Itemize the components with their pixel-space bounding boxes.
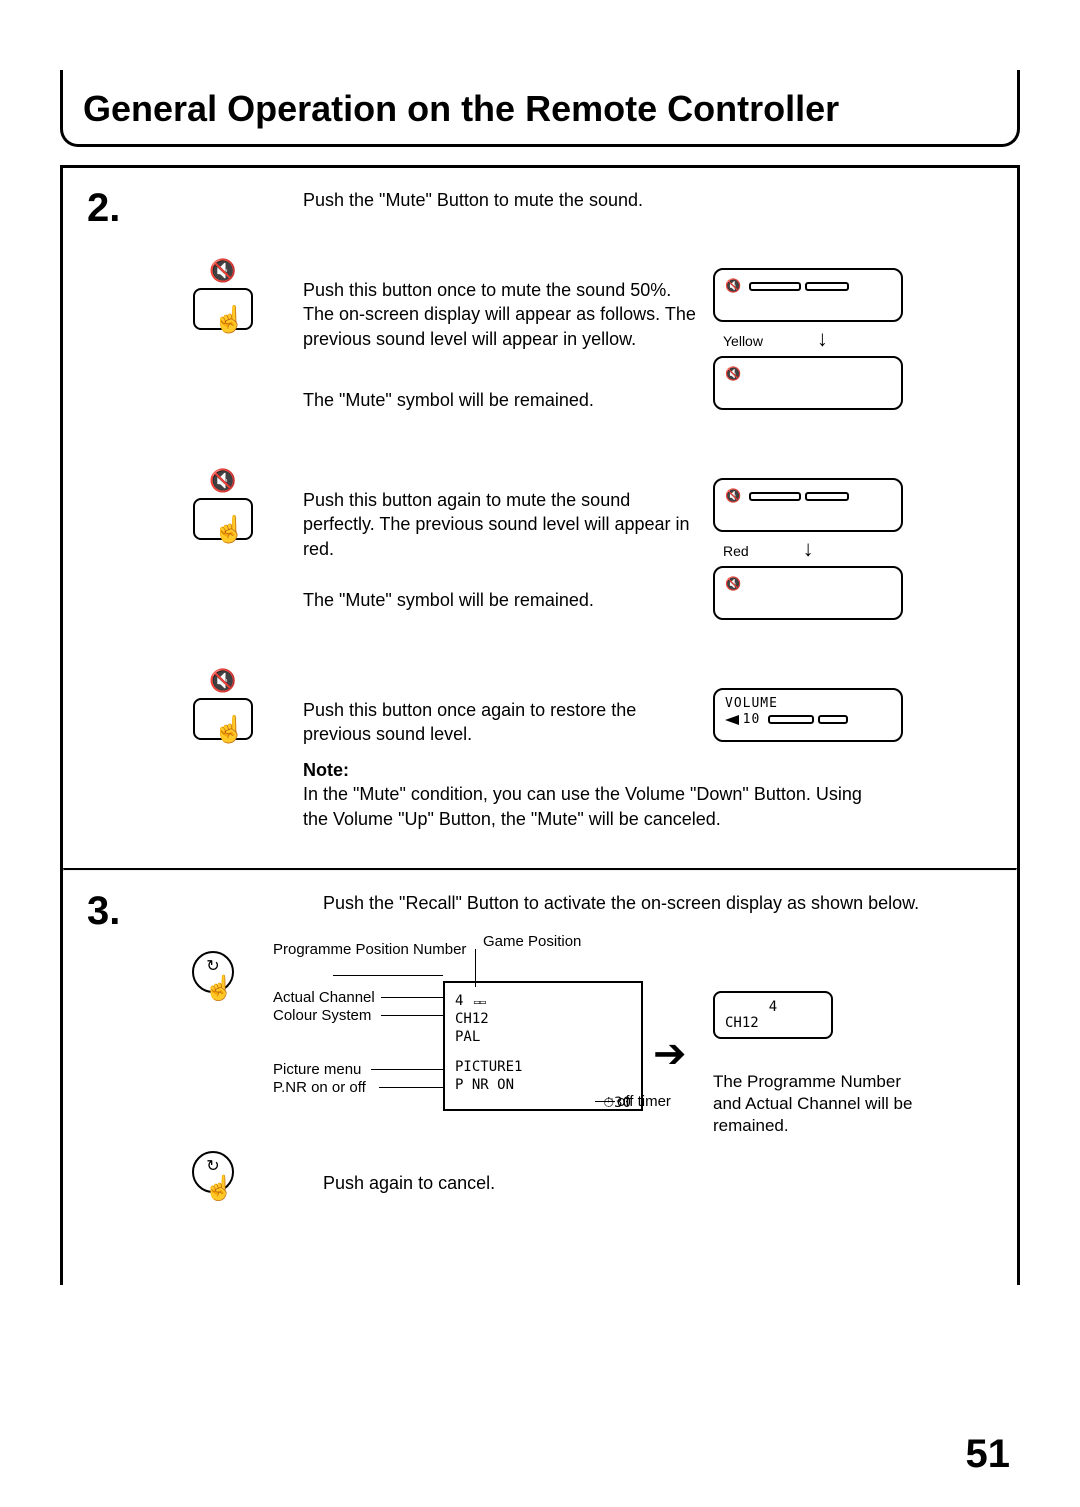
note-block: Note: In the "Mute" condition, you can u… (303, 758, 873, 831)
volume-value: 10 (743, 712, 761, 727)
mini-tv-display: 4 CH12 (713, 991, 833, 1039)
title-box: General Operation on the Remote Controll… (60, 70, 1020, 147)
volume-triangle-icon (725, 715, 739, 725)
mute-button-diagram-2: 🔇 ☝ (183, 468, 263, 540)
mute-icon: 🔇 (725, 488, 741, 503)
hand-icon: ☝ (213, 716, 245, 742)
main-content-box: 2. Push the "Mute" Button to mute the so… (60, 165, 1020, 1285)
mute-icon: 🔇 (725, 576, 741, 591)
note-label: Note: (303, 760, 349, 780)
callout-prog-pos: Programme Position Number (273, 941, 466, 959)
right-arrow-icon: ➔ (653, 1031, 687, 1077)
hand-icon: ☝ (213, 516, 245, 542)
hand-icon: ☝ (213, 306, 245, 332)
color-label: Yellow (723, 333, 763, 349)
page-number: 51 (966, 1432, 1011, 1477)
step1-text1: Push this button once to mute the sound … (303, 278, 703, 351)
tv-diagram-2: 🔇 Red ↓ 🔇 (713, 478, 903, 620)
mute-icon: 🔇 (725, 366, 741, 381)
callout-pic-menu: Picture menu (273, 1061, 361, 1079)
osd-display: 4 CH12 PAL PICTURE1 P NR ON ⏱30 (443, 981, 643, 1111)
section-2: 2. Push the "Mute" Button to mute the so… (63, 168, 1017, 868)
recall-button-diagram-2: ↻ (173, 1151, 253, 1193)
down-arrow-icon: ↓ (817, 326, 828, 352)
down-arrow-icon: ↓ (803, 536, 814, 562)
recall-button-diagram-1: ↻ (173, 951, 253, 993)
mute-icon: 🔇 (183, 258, 263, 284)
page-title: General Operation on the Remote Controll… (83, 88, 997, 130)
callout-actual-ch: Actual Channel (273, 989, 375, 1007)
recall-icon: ↻ (192, 1151, 234, 1193)
step1-text2: The "Mute" symbol will be remained. (303, 388, 703, 412)
mute-icon: 🔇 (183, 668, 263, 694)
mute-icon: 🔇 (725, 278, 741, 293)
color-label: Red (723, 543, 749, 559)
section-intro: Push the "Mute" Button to mute the sound… (303, 190, 643, 211)
section-3: 3. Push the "Recall" Button to activate … (63, 871, 1017, 1271)
section-intro: Push the "Recall" Button to activate the… (323, 893, 919, 914)
tv-diagram-3: VOLUME 10 (713, 688, 903, 742)
mute-button-diagram-3: 🔇 ☝ (183, 668, 263, 740)
mute-icon: 🔇 (183, 468, 263, 494)
game-icon (472, 993, 486, 1009)
mute-button-diagram-1: 🔇 ☝ (183, 258, 263, 330)
remain-text: The Programme Number and Actual Channel … (713, 1071, 913, 1137)
step3-text1: Push this button once again to restore t… (303, 698, 703, 747)
note-text: In the "Mute" condition, you can use the… (303, 784, 862, 828)
callout-game-pos: Game Position (483, 933, 581, 951)
step2-text1: Push this button again to mute the sound… (303, 488, 703, 561)
recall-icon: ↻ (192, 951, 234, 993)
tv-diagram-1: 🔇 Yellow ↓ 🔇 (713, 268, 903, 410)
cancel-text: Push again to cancel. (323, 1171, 723, 1195)
volume-label: VOLUME (725, 696, 891, 711)
callout-pnr: P.NR on or off (273, 1079, 366, 1097)
callout-colour-sys: Colour System (273, 1007, 371, 1025)
step2-text2: The "Mute" symbol will be remained. (303, 588, 703, 612)
